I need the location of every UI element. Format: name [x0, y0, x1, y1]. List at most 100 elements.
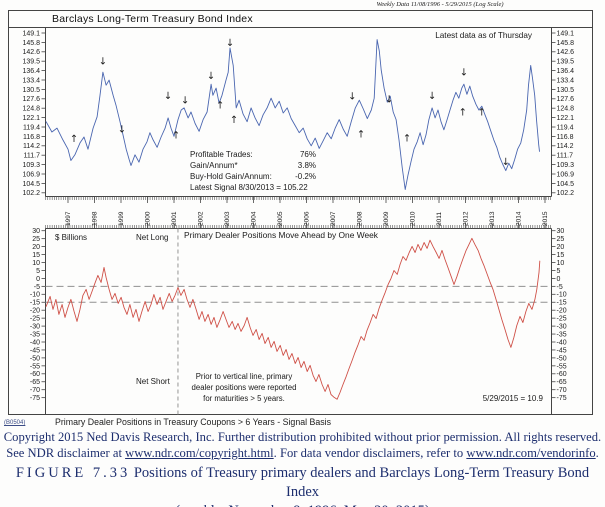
svg-text:2008: 2008 — [357, 211, 364, 226]
svg-text:↑: ↑ — [216, 101, 224, 112]
bond-index-line — [45, 39, 540, 190]
svg-text:-50: -50 — [557, 355, 567, 362]
svg-text:133.4: 133.4 — [557, 77, 575, 84]
svg-text:122.1: 122.1 — [22, 115, 40, 122]
svg-text:-35: -35 — [557, 331, 567, 338]
svg-text:-45: -45 — [30, 347, 40, 354]
figure-caption-line1: FIGURE 7.33 Positions of Treasury primar… — [0, 464, 605, 502]
svg-text:↓: ↓ — [164, 91, 172, 102]
svg-text:127.6: 127.6 — [557, 96, 575, 103]
svg-text:-50: -50 — [30, 355, 40, 362]
svg-text:116.8: 116.8 — [23, 134, 40, 141]
latest-signal: Latest Signal 8/30/2013 = 105.22 — [190, 183, 308, 192]
svg-text:15: 15 — [557, 252, 565, 259]
svg-text:2014: 2014 — [516, 211, 523, 226]
svg-text:1997: 1997 — [65, 211, 72, 226]
svg-text:-70: -70 — [30, 387, 40, 394]
svg-text:-40: -40 — [557, 339, 567, 346]
svg-text:139.5: 139.5 — [557, 59, 575, 66]
stat-label: Buy-Hold Gain/Annum: — [190, 172, 272, 181]
copyright-text: . — [595, 445, 599, 460]
svg-text:106.9: 106.9 — [22, 171, 40, 178]
copyright-line1: Copyright 2015 Ned Davis Research, Inc. … — [3, 430, 602, 444]
svg-text:↓: ↓ — [428, 91, 436, 102]
svg-text:145.8: 145.8 — [22, 40, 40, 47]
svg-text:10: 10 — [557, 260, 565, 267]
svg-text:2010: 2010 — [410, 211, 417, 226]
svg-text:-10: -10 — [557, 292, 567, 299]
svg-text:↓: ↓ — [385, 95, 393, 106]
svg-text:↓: ↓ — [181, 96, 189, 107]
svg-text:109.3: 109.3 — [22, 162, 40, 169]
svg-text:136.4: 136.4 — [557, 68, 575, 75]
svg-text:2003: 2003 — [224, 211, 231, 226]
svg-text:↓: ↓ — [502, 157, 510, 168]
svg-text:↓: ↓ — [226, 38, 234, 49]
svg-text:2012: 2012 — [463, 211, 470, 226]
svg-text:↑: ↑ — [230, 115, 238, 126]
svg-text:149.1: 149.1 — [557, 30, 575, 37]
weekly-data-note: Weekly Data 11/08/1996 - 5/29/2015 (Log … — [376, 1, 504, 8]
stat-value: 76% — [299, 150, 316, 159]
year-labels: 1997 1998 1999 2000 2001 2002 2003 2004 2005 2006… — [65, 196, 549, 229]
svg-text:111.7: 111.7 — [557, 153, 574, 160]
svg-text:104.5: 104.5 — [22, 181, 40, 188]
series-caption: Primary Dealer Positions in Treasury Cou… — [55, 417, 332, 427]
svg-text:116.8: 116.8 — [557, 134, 574, 141]
stats-gain-annum: Gain/Annum* 3.8% — [190, 160, 316, 171]
svg-text:-25: -25 — [30, 316, 40, 323]
svg-text:20: 20 — [32, 244, 40, 251]
svg-text:133.4: 133.4 — [22, 77, 40, 84]
svg-text:119.4: 119.4 — [557, 124, 574, 131]
svg-text:149.1: 149.1 — [22, 30, 40, 37]
svg-text:2006: 2006 — [304, 211, 311, 226]
copyright-line2: See NDR disclaimer at www.ndr.com/copyri… — [0, 446, 605, 462]
svg-text:-5: -5 — [34, 284, 40, 291]
svg-text:-70: -70 — [557, 387, 567, 394]
svg-text:30: 30 — [32, 228, 40, 235]
svg-text:↑: ↑ — [70, 134, 78, 145]
svg-text:109.3: 109.3 — [557, 162, 575, 169]
svg-text:106.9: 106.9 — [557, 171, 575, 178]
dealer-panel-title: Primary Dealer Positions Move Ahead by O… — [184, 230, 378, 240]
threshold-dashed-lines — [45, 285, 552, 303]
svg-text:30: 30 — [557, 228, 565, 235]
chart-code: (B0504) — [4, 420, 26, 426]
svg-text:111.7: 111.7 — [24, 153, 41, 160]
net-short-label: Net Short — [136, 377, 170, 386]
stats-buy-hold: Buy-Hold Gain/Annum: -0.2% — [190, 171, 316, 182]
svg-text:145.8: 145.8 — [557, 40, 575, 47]
svg-text:2015: 2015 — [542, 211, 549, 226]
svg-text:↑: ↑ — [403, 134, 411, 145]
stats-profitable-trades: Profitable Trades: 76% — [190, 149, 316, 160]
svg-text:↓: ↓ — [99, 57, 107, 68]
svg-text:25: 25 — [32, 236, 40, 243]
svg-text:1999: 1999 — [118, 211, 125, 226]
svg-text:-60: -60 — [557, 371, 567, 378]
svg-text:-65: -65 — [30, 379, 40, 386]
svg-text:-30: -30 — [557, 324, 567, 331]
svg-text:2004: 2004 — [251, 211, 258, 226]
svg-text:-55: -55 — [557, 363, 567, 370]
svg-text:-15: -15 — [557, 300, 567, 307]
svg-text:139.5: 139.5 — [22, 59, 40, 66]
net-long-label: Net Long — [136, 233, 169, 242]
units-label: $ Billions — [55, 233, 88, 242]
svg-text:2013: 2013 — [489, 211, 496, 226]
svg-text:↓: ↓ — [207, 71, 215, 82]
svg-text:↑: ↑ — [478, 108, 486, 119]
signal-arrows: ↑ ↓ ↓ ↓ ↑ ↓ ↓ ↑ ↓ ↑ ↓ ↑ ↓ ↑ ↓ ↑ ↓ ↑ ↓ — [70, 38, 510, 168]
stat-label: Gain/Annum* — [190, 161, 238, 170]
svg-text:122.1: 122.1 — [557, 115, 575, 122]
ndr-copyright-link[interactable]: www.ndr.com/copyright.html — [125, 445, 274, 460]
chart-canvas: 149.1 149.1 145.8 145.8 142.6 142.6 139.5 139.5… — [8, 10, 593, 415]
chart-title: Barclays Long-Term Treasury Bond Index — [52, 13, 253, 25]
svg-text:↑: ↑ — [357, 130, 365, 141]
ndr-vendor-link[interactable]: www.ndr.com/vendorinfo — [466, 445, 596, 460]
svg-text:-60: -60 — [30, 371, 40, 378]
stat-value: -0.2% — [295, 172, 316, 181]
svg-text:15: 15 — [32, 252, 40, 259]
svg-text:5: 5 — [557, 268, 561, 275]
latest-data-note: Latest data as of Thursday — [435, 31, 532, 40]
